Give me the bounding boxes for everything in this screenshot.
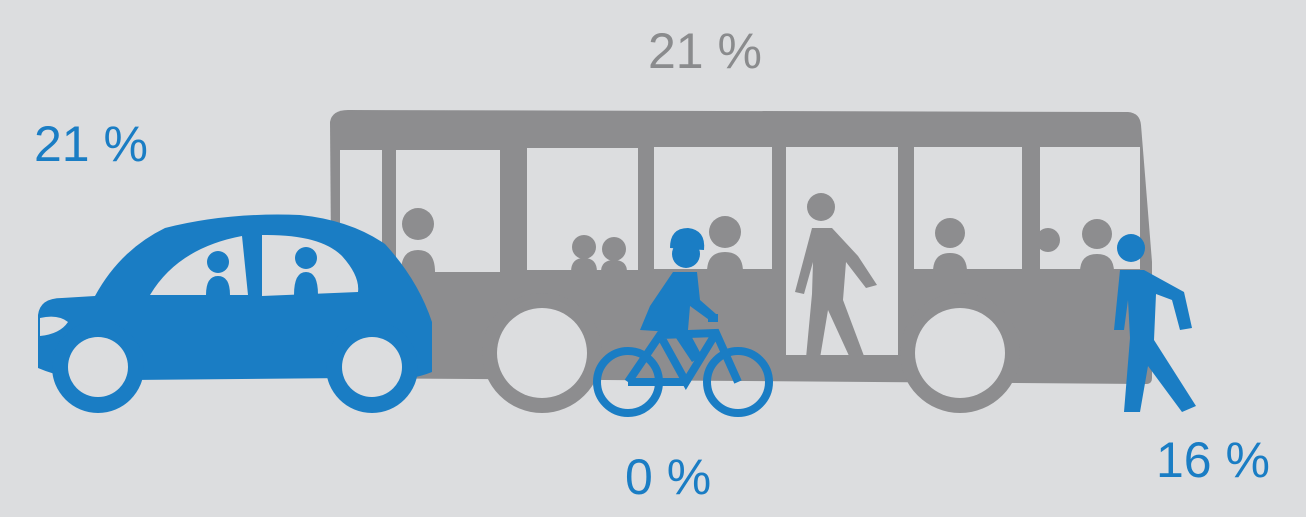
passenger-icon: [401, 208, 1114, 272]
bus-icon: [330, 110, 1152, 413]
bicycle-share-label: 0 %: [625, 449, 712, 505]
cyclist-icon: [640, 228, 716, 362]
car-share-label: 21 %: [34, 116, 148, 172]
bicycle-icon: [593, 314, 773, 417]
car-icon: [38, 214, 432, 413]
bus-share-label: 21 %: [648, 23, 762, 79]
pedestrian-icon: [1114, 234, 1196, 412]
walking-share-label: 16 %: [1156, 432, 1270, 488]
door-passenger-icon: [795, 193, 877, 358]
